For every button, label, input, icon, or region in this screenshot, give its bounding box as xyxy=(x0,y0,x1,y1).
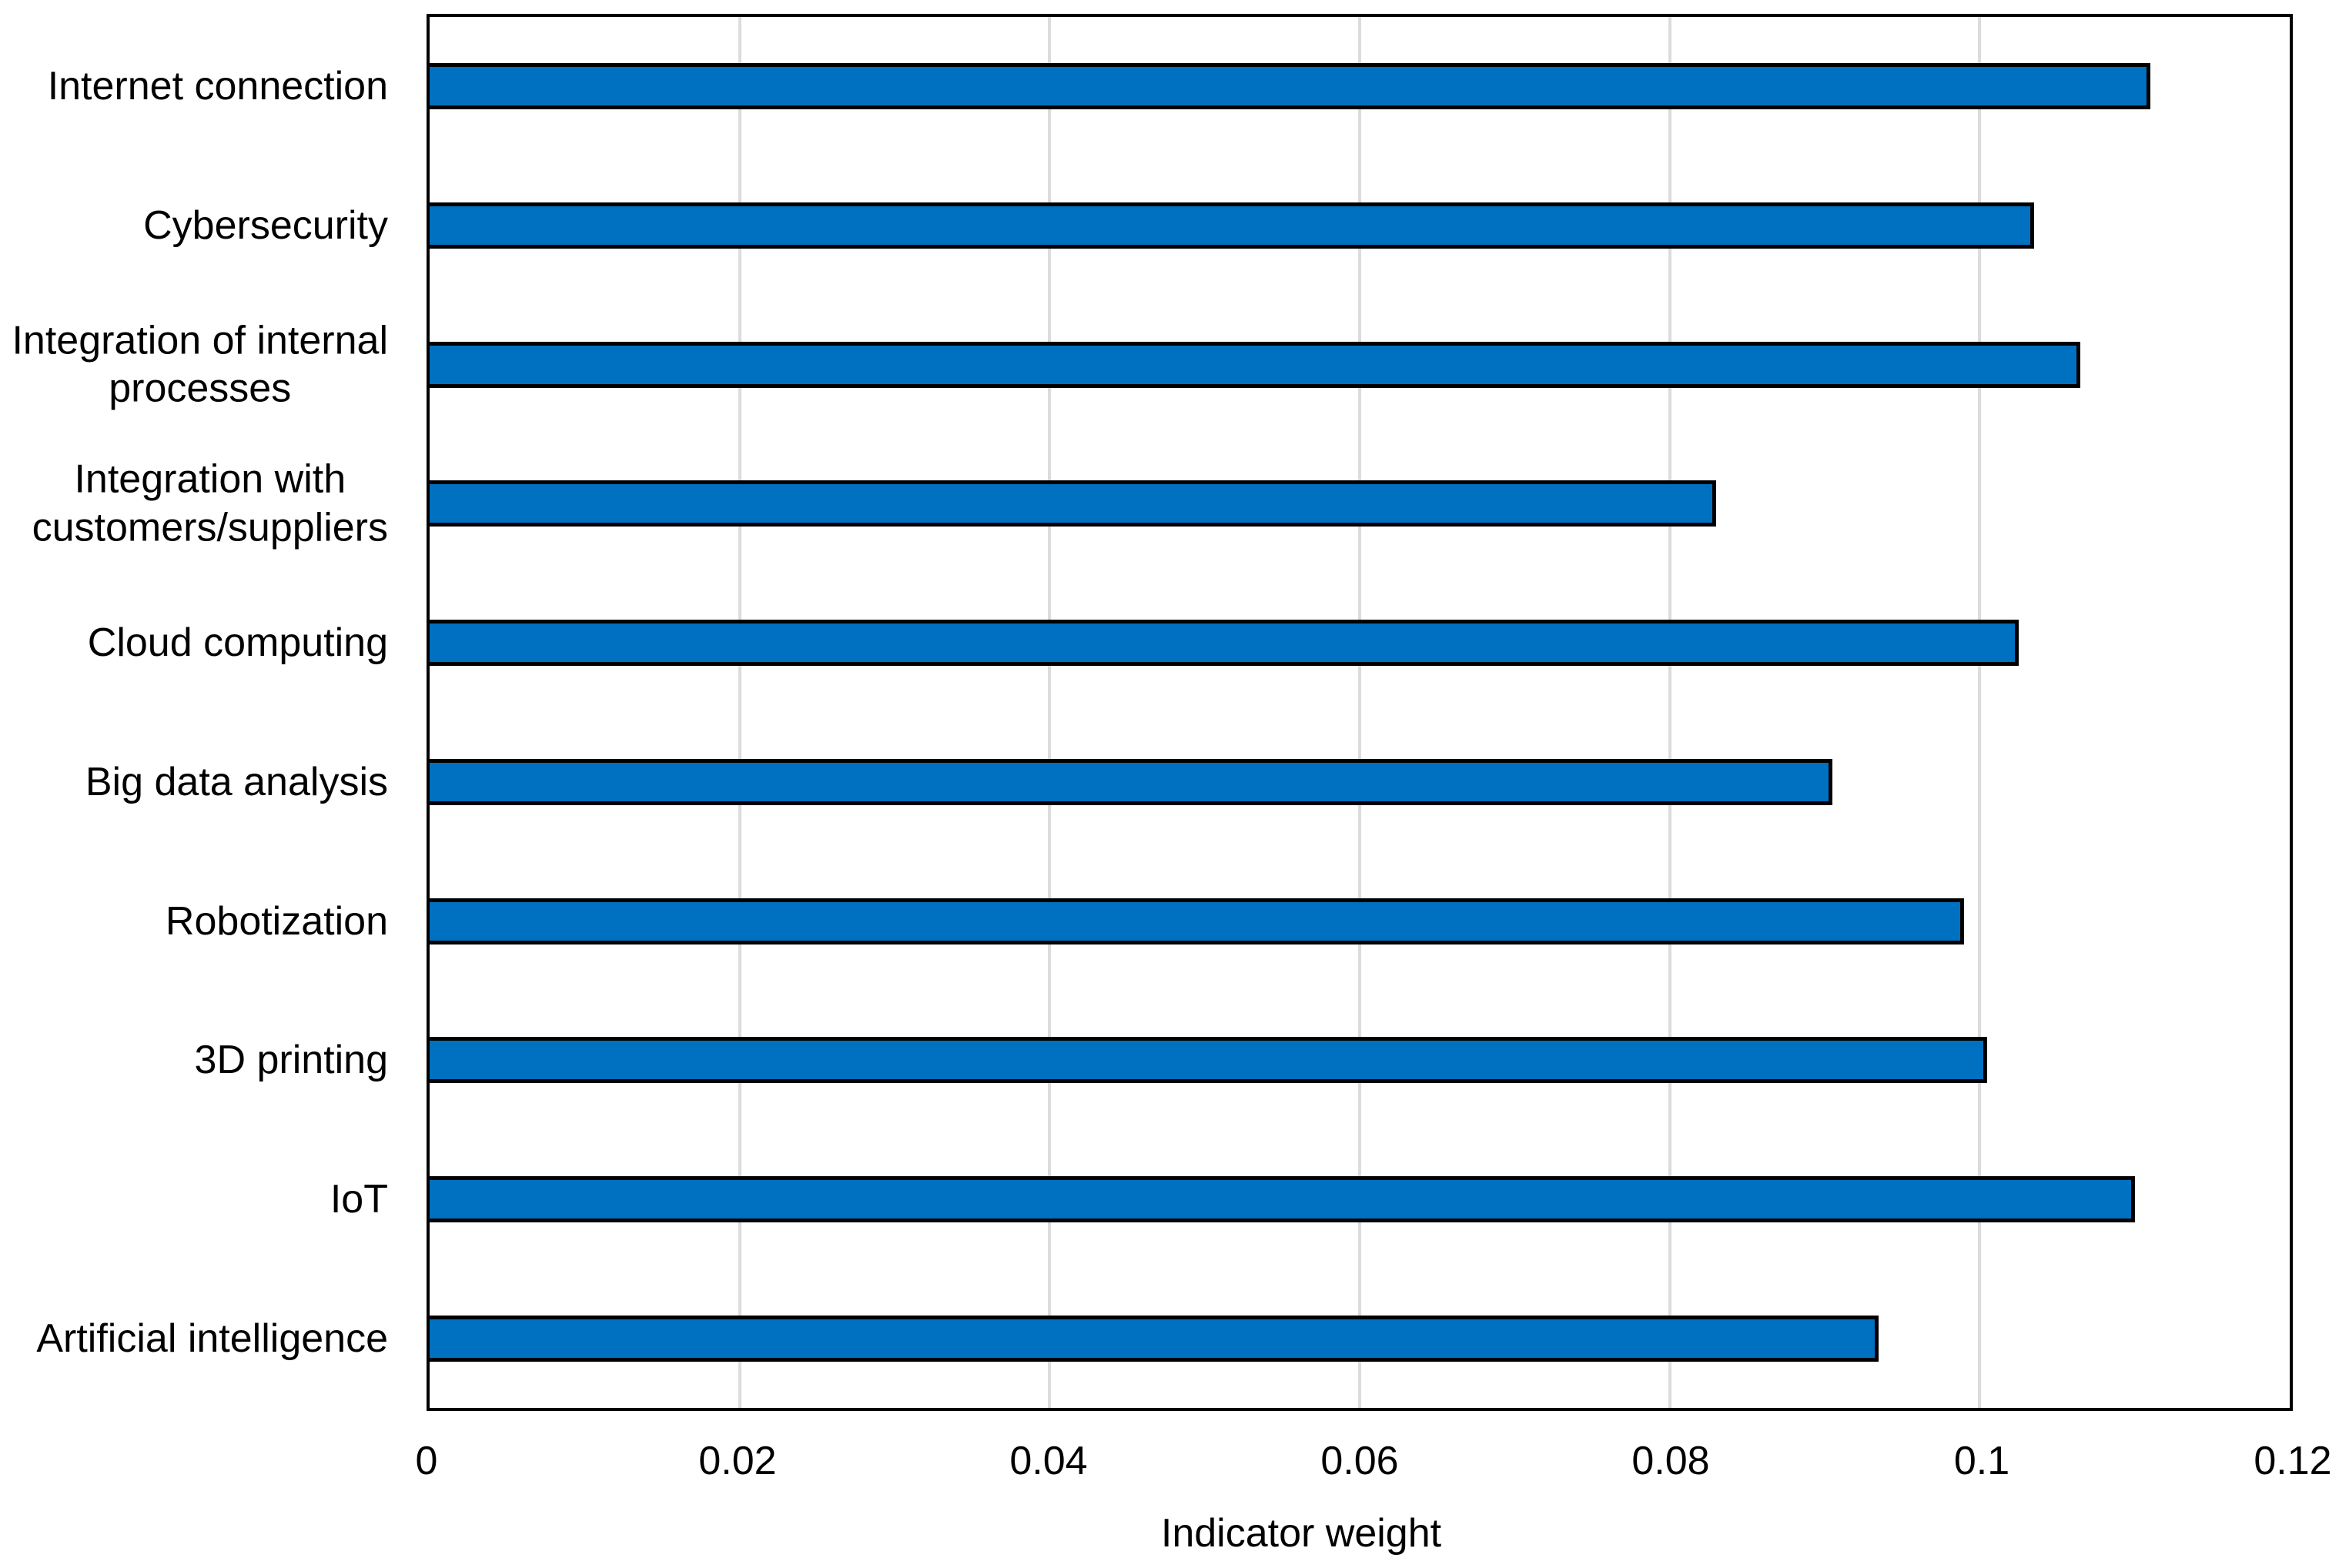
x-tick-label: 0.06 xyxy=(1320,1439,1399,1483)
category-label: Cybersecurity xyxy=(0,202,388,249)
plot-area xyxy=(427,14,2293,1411)
bar xyxy=(430,341,2081,388)
category-label: Cloud computing xyxy=(0,619,388,667)
category-label-text: Artificial intelligence xyxy=(36,1316,388,1361)
category-label: Integration with customers/suppliers xyxy=(0,456,388,552)
category-label-text: Robotization xyxy=(165,898,388,944)
bar xyxy=(430,758,1833,805)
x-tick-label: 0.12 xyxy=(2254,1439,2332,1483)
category-label-text: Cybersecurity xyxy=(143,202,388,248)
category-label-text: IoT xyxy=(330,1176,388,1222)
x-tick-label: 0.02 xyxy=(698,1439,777,1483)
category-label: Big data analysis xyxy=(0,758,388,806)
bar xyxy=(430,898,1965,944)
category-label: Artificial intelligence xyxy=(0,1314,388,1362)
category-label-text: Cloud computing xyxy=(87,620,388,665)
x-tick-label: 0.04 xyxy=(1009,1439,1088,1483)
x-axis-title: Indicator weight xyxy=(1160,1511,1442,1556)
category-label: 3D printing xyxy=(0,1036,388,1084)
category-label-text: Integration with customers/suppliers xyxy=(32,457,388,550)
gridline xyxy=(738,17,741,1408)
bar xyxy=(430,480,1717,527)
bar xyxy=(430,1175,2135,1222)
bar xyxy=(430,1037,1988,1084)
category-label: IoT xyxy=(0,1175,388,1223)
gridline xyxy=(1668,17,1671,1408)
bar xyxy=(430,63,2150,110)
gridline xyxy=(1048,17,1052,1408)
category-label-text: Internet connection xyxy=(47,64,388,109)
category-label: Internet connection xyxy=(0,62,388,110)
y-axis-category-labels: Internet connection Cybersecurity Integrat… xyxy=(0,17,388,1408)
category-label: Integration of internal processes xyxy=(0,316,388,413)
x-tick-label: 0.08 xyxy=(1631,1439,1710,1483)
x-tick-label: 0.1 xyxy=(1953,1439,2010,1483)
bar xyxy=(430,620,2019,667)
bar xyxy=(430,202,2034,249)
gridline xyxy=(1978,17,1982,1408)
category-label-text: Big data analysis xyxy=(85,759,388,804)
x-axis-tick-labels: 0 0.02 0.04 0.06 0.08 0.1 0.12 xyxy=(416,1439,2332,1487)
category-label-text: 3D printing xyxy=(194,1038,388,1083)
bar xyxy=(430,1315,1879,1362)
category-label-text: Integration of internal processes xyxy=(12,318,388,411)
category-label: Robotization xyxy=(0,897,388,944)
x-tick-label: 0 xyxy=(415,1439,438,1483)
gridline xyxy=(1358,17,1361,1408)
